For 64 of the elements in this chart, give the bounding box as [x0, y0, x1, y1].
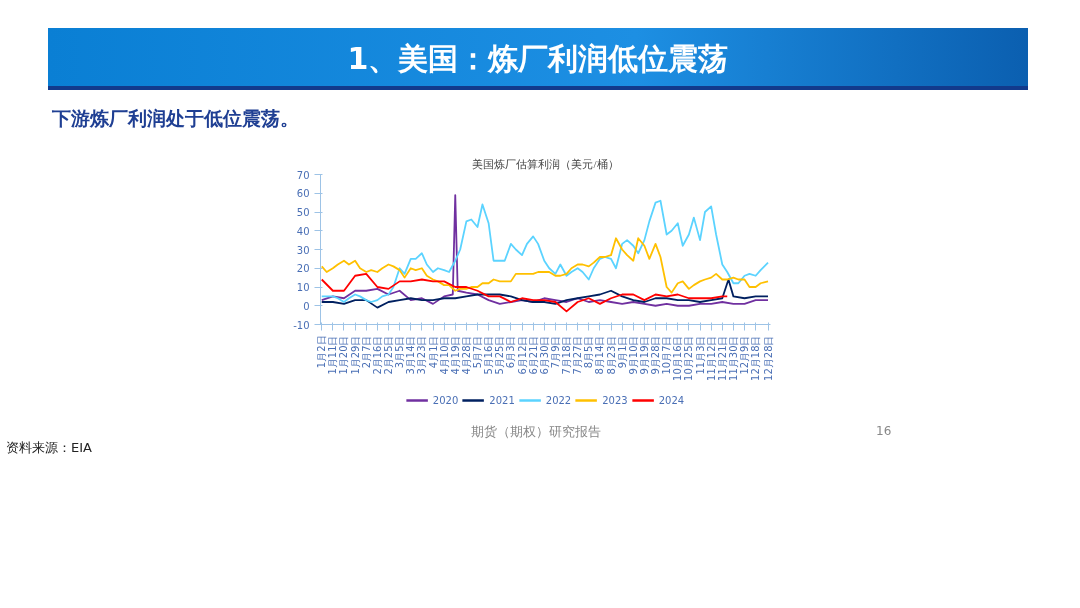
x-tick-label: 3月23日	[416, 335, 428, 375]
text: 资料来源：EIA	[6, 439, 92, 457]
x-tick-label: 2月16日	[371, 335, 383, 375]
y-tick-label: 60	[296, 188, 310, 200]
y-tick-label: 40	[296, 225, 310, 237]
x-tick-label: 9月19日	[638, 335, 650, 375]
x-tick-label: 12月18日	[750, 335, 762, 381]
y-tick-label: 20	[296, 263, 310, 275]
legend-label: 2020	[432, 394, 459, 406]
x-tick-label: 1月29日	[349, 335, 361, 375]
x-tick-label: 7月27日	[572, 335, 584, 375]
x-tick-label: 11月3日	[694, 335, 706, 375]
text: 美国炼厂估算利润（美元/桶）	[472, 157, 619, 170]
x-tick-label: 5月7日	[472, 335, 484, 369]
x-tick-label: 12月28日	[762, 335, 774, 381]
x-tick-label: 3月14日	[405, 335, 417, 375]
y-tick-label: 50	[296, 207, 310, 218]
legend-label: 2021	[489, 394, 515, 406]
x-tick-label: 4月28日	[460, 335, 472, 375]
chart-subtitle: 下游炼厂利润处于低位震荡。	[52, 106, 299, 131]
x-tick-label: 12月9日	[739, 335, 751, 375]
line-series	[320, 272, 729, 313]
x-tick-label: 11月21日	[716, 335, 728, 381]
text: 期货（期权）研究报告	[471, 423, 601, 441]
y-tick-label: 70	[296, 169, 310, 181]
x-tick-label: 1月20日	[338, 335, 350, 375]
x-tick-label: 9月10日	[627, 335, 639, 375]
x-tick-label: 8月23日	[605, 335, 617, 375]
x-tick-label: 10月7日	[661, 335, 673, 375]
y-tick-label: 30	[296, 244, 310, 256]
x-tick-label: 4月1日	[427, 335, 439, 369]
x-tick-label: 4月19日	[449, 335, 461, 375]
x-tick-label: 3月5日	[394, 335, 406, 369]
x-tick-label: 9月1日	[616, 335, 628, 369]
x-tick-label: 11月12日	[705, 335, 717, 381]
y-tick-label: -10	[293, 319, 310, 331]
x-tick-label: 6月12日	[516, 335, 528, 375]
y-tick-label: 10	[296, 282, 310, 293]
x-tick-label: 1月11日	[327, 335, 339, 375]
x-tick-label: 11月30日	[727, 335, 739, 381]
legend-label: 2024	[658, 394, 685, 406]
x-tick-label: 4月10日	[438, 335, 450, 375]
x-tick-label: 9月28日	[650, 335, 662, 375]
x-tick-label: 1月2日	[316, 335, 328, 369]
x-tick-label: 2月7日	[360, 335, 372, 369]
x-tick-label: 5月16日	[483, 335, 495, 375]
text: 16	[876, 423, 892, 440]
x-tick-label: 2月25日	[382, 335, 394, 375]
x-tick-label: 10月16日	[672, 335, 684, 381]
x-tick-label: 10月25日	[683, 335, 695, 381]
x-tick-label: 8月5日	[583, 335, 595, 369]
x-tick-label: 5月25日	[494, 335, 506, 375]
x-tick-label: 6月30日	[538, 335, 550, 375]
y-tick-label: 0	[303, 300, 310, 312]
legend-label: 2022	[545, 394, 572, 406]
line-series	[320, 278, 769, 309]
x-tick-label: 7月9日	[549, 335, 561, 369]
x-tick-label: 8月14日	[594, 335, 606, 375]
line-series	[320, 237, 769, 294]
x-tick-label: 6月3日	[505, 335, 517, 369]
chart-title: 1、美国：炼厂利润低位震荡	[347, 40, 729, 78]
legend-label: 2023	[602, 394, 628, 406]
x-tick-label: 6月21日	[527, 335, 539, 375]
x-tick-label: 7月18日	[561, 335, 573, 375]
